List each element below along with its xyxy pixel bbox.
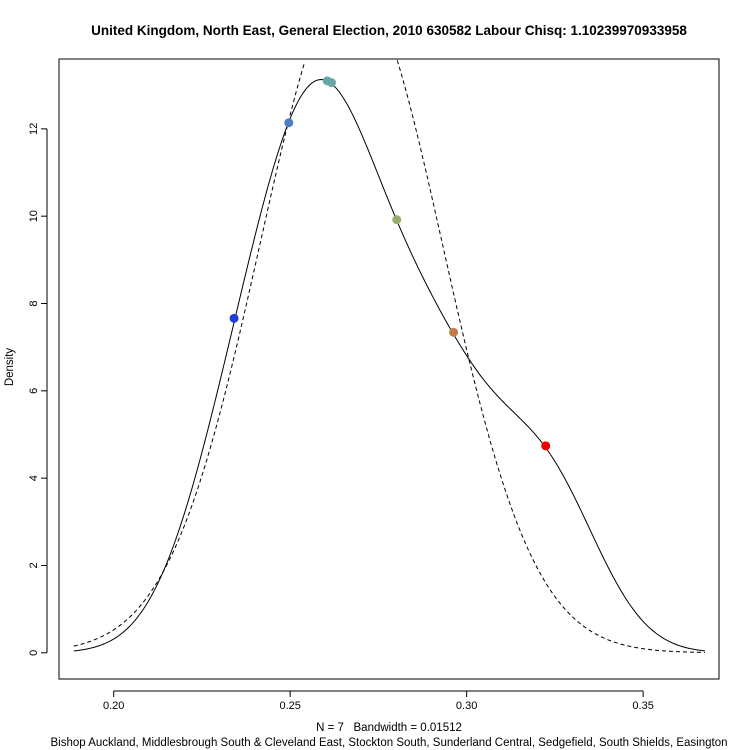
axes: 0.20 0.25 0.30 0.35 0 2 4 6 8 10 12 [28,123,654,712]
y-tick-label: 10 [28,210,40,222]
y-tick-label: 12 [28,123,40,135]
y-tick-label: 8 [28,300,40,306]
data-point [449,327,459,337]
y-axis-label: Density [4,348,16,387]
y-tick-label: 6 [28,388,40,394]
data-point [284,118,294,128]
x-axis-label: N = 7 Bandwidth = 0.01512 [316,722,462,734]
data-point [392,215,402,225]
chart-title: United Kingdom, North East, General Elec… [91,23,687,38]
data-point [326,78,336,88]
plot-frame [58,58,720,680]
y-tick-label: 0 [28,650,40,656]
normal-fit-curve [73,60,705,653]
kde-curve [73,79,705,652]
constituency-list: Bishop Auckland, Middlesbrough South & C… [50,737,727,749]
x-tick-label: 0.35 [632,700,653,712]
y-tick-label: 2 [28,562,40,568]
data-point [541,441,551,451]
x-tick-label: 0.25 [279,700,300,712]
y-tick-label: 4 [28,475,40,481]
data-points [229,76,551,451]
x-tick-label: 0.20 [103,700,124,712]
data-point [229,313,239,323]
x-tick-label: 0.30 [456,700,477,712]
